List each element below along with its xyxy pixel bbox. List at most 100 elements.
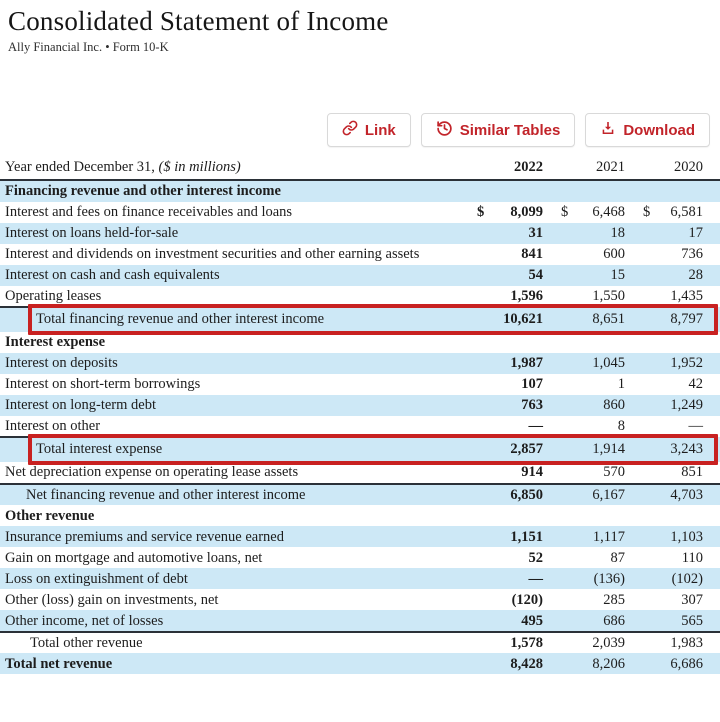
- row-label: Other (loss) gain on investments, net: [5, 591, 219, 608]
- cell-2022: 841: [521, 246, 543, 263]
- table-row: Other income, net of losses 495 686 565: [0, 610, 720, 632]
- row-label: Total other revenue: [30, 635, 143, 652]
- download-button-label: Download: [623, 121, 695, 139]
- table-row: Total other revenue 1,578 2,039 1,983: [0, 631, 720, 653]
- cell-2022: 107: [521, 376, 543, 393]
- cell-2021: 285: [603, 591, 625, 608]
- row-label: Interest and fees on finance receivables…: [5, 204, 293, 221]
- row-label: Net financing revenue and other interest…: [26, 487, 306, 504]
- cell-2020: 28: [688, 267, 704, 284]
- cell-2020: 42: [688, 376, 704, 393]
- cell-2021: 87: [610, 549, 626, 566]
- cell-2021: 1,045: [592, 355, 625, 372]
- download-icon: [600, 120, 616, 140]
- cell-2020: 1,103: [670, 528, 703, 545]
- table-row: Total net revenue 8,428 8,206 6,686: [0, 653, 720, 675]
- cell-2020: 8,797: [670, 311, 703, 328]
- table-row: Gain on mortgage and automotive loans, n…: [0, 547, 720, 568]
- cell-2022: 31: [528, 225, 544, 242]
- cell-2020: 17: [688, 225, 704, 242]
- cell-2022: $8,099: [477, 204, 543, 221]
- section-header-row: Interest expense: [0, 332, 720, 353]
- table-row: Total interest expense 2,857 1,914 3,243: [0, 434, 720, 466]
- cell-2020: 1,435: [670, 288, 703, 305]
- table-row: Interest and fees on finance receivables…: [0, 202, 720, 223]
- cell-2022: —: [528, 570, 544, 587]
- cell-2021: 2,039: [592, 635, 625, 652]
- table-row: Operating leases 1,596 1,550 1,435: [0, 286, 720, 307]
- section-header-row: Financing revenue and other interest inc…: [0, 181, 720, 203]
- table-row: Net financing revenue and other interest…: [0, 483, 720, 506]
- row-label: Total financing revenue and other intere…: [36, 311, 325, 328]
- table-row: Total financing revenue and other intere…: [0, 304, 720, 336]
- row-label: Interest on cash and cash equivalents: [5, 267, 220, 284]
- row-label: Gain on mortgage and automotive loans, n…: [5, 549, 263, 566]
- table-row: Loss on extinguishment of debt — (136) (102…: [0, 568, 720, 590]
- cell-2021: 1,914: [592, 441, 625, 458]
- column-header-2020: 2020: [674, 159, 703, 176]
- cell-2021: 600: [603, 246, 625, 263]
- cell-2020: 565: [681, 612, 703, 629]
- row-label: Interest on other: [5, 418, 101, 435]
- column-header-2022: 2022: [514, 159, 543, 176]
- table-row: Interest on other — 8 —: [0, 416, 720, 437]
- cell-2020: (102): [671, 570, 703, 587]
- cell-2021: $6,468: [561, 204, 625, 221]
- row-label: Interest on loans held-for-sale: [5, 225, 179, 242]
- table-row: Interest on cash and cash equivalents 54 1…: [0, 265, 720, 287]
- cell-2022: 914: [521, 464, 543, 481]
- cell-2021: 570: [603, 464, 625, 481]
- cell-2022: 52: [528, 549, 544, 566]
- row-label: Net depreciation expense on operating le…: [5, 464, 299, 481]
- cell-2022: 1,578: [510, 635, 543, 652]
- cell-2020: —: [688, 418, 704, 435]
- cell-2020: 4,703: [670, 487, 703, 504]
- table-row: Insurance premiums and service revenue e…: [0, 526, 720, 548]
- cell-2022: (120): [511, 591, 543, 608]
- cell-2021: 8: [617, 418, 625, 435]
- link-button[interactable]: Link: [326, 113, 411, 148]
- page-title: Consolidated Statement of Income: [8, 6, 389, 36]
- currency-symbol: $: [643, 204, 651, 221]
- row-label: Interest on deposits: [5, 355, 118, 372]
- cell-2020: 736: [681, 246, 703, 263]
- table-row: Interest on long-term debt 763 860 1,249: [0, 395, 720, 417]
- cell-2020: 3,243: [670, 441, 703, 458]
- cell-2020: 307: [681, 591, 703, 608]
- cell-2021: 6,167: [592, 487, 625, 504]
- row-label: Other income, net of losses: [5, 612, 164, 629]
- currency-symbol: $: [477, 204, 485, 221]
- row-label: Total net revenue: [5, 655, 113, 672]
- cell-2021: 1: [617, 376, 625, 393]
- cell-2021: 1,117: [592, 528, 625, 545]
- table-header-row: Year ended December 31, ($ in millions) …: [0, 156, 720, 182]
- cell-2021: (136): [593, 570, 625, 587]
- cell-2021: 860: [603, 397, 625, 414]
- statement-page: Consolidated Statement of Income Ally Fi…: [0, 6, 720, 675]
- cell-2022: —: [528, 418, 544, 435]
- row-label: Total interest expense: [36, 441, 163, 458]
- table-row: Other (loss) gain on investments, net (12…: [0, 589, 720, 610]
- cell-2020: $6,581: [643, 204, 703, 221]
- cell-2022: 8,428: [510, 655, 543, 672]
- cell-2020: 1,249: [670, 397, 703, 414]
- table-row: Interest and dividends on investment sec…: [0, 244, 720, 265]
- cell-2021: 8,651: [592, 311, 625, 328]
- cell-2022: 1,596: [510, 288, 543, 305]
- row-label: Financing revenue and other interest inc…: [5, 183, 281, 200]
- table-row: Interest on loans held-for-sale 31 18 17: [0, 223, 720, 245]
- row-label: Interest on long-term debt: [5, 397, 156, 414]
- cell-2020: 6,686: [670, 655, 703, 672]
- download-button[interactable]: Download: [585, 113, 710, 148]
- row-label: Interest and dividends on investment sec…: [5, 246, 420, 263]
- cell-2020: 1,983: [670, 635, 703, 652]
- link-button-label: Link: [364, 121, 396, 139]
- row-label: Operating leases: [5, 288, 102, 305]
- cell-2022: 2,857: [510, 441, 543, 458]
- cell-2022: 1,151: [510, 528, 543, 545]
- cell-2022: 6,850: [510, 487, 543, 504]
- income-statement-table: Year ended December 31, ($ in millions) …: [0, 156, 720, 675]
- similar-tables-button[interactable]: Similar Tables: [420, 113, 576, 148]
- row-label: Loss on extinguishment of debt: [5, 570, 188, 587]
- row-label: Other revenue: [5, 507, 95, 524]
